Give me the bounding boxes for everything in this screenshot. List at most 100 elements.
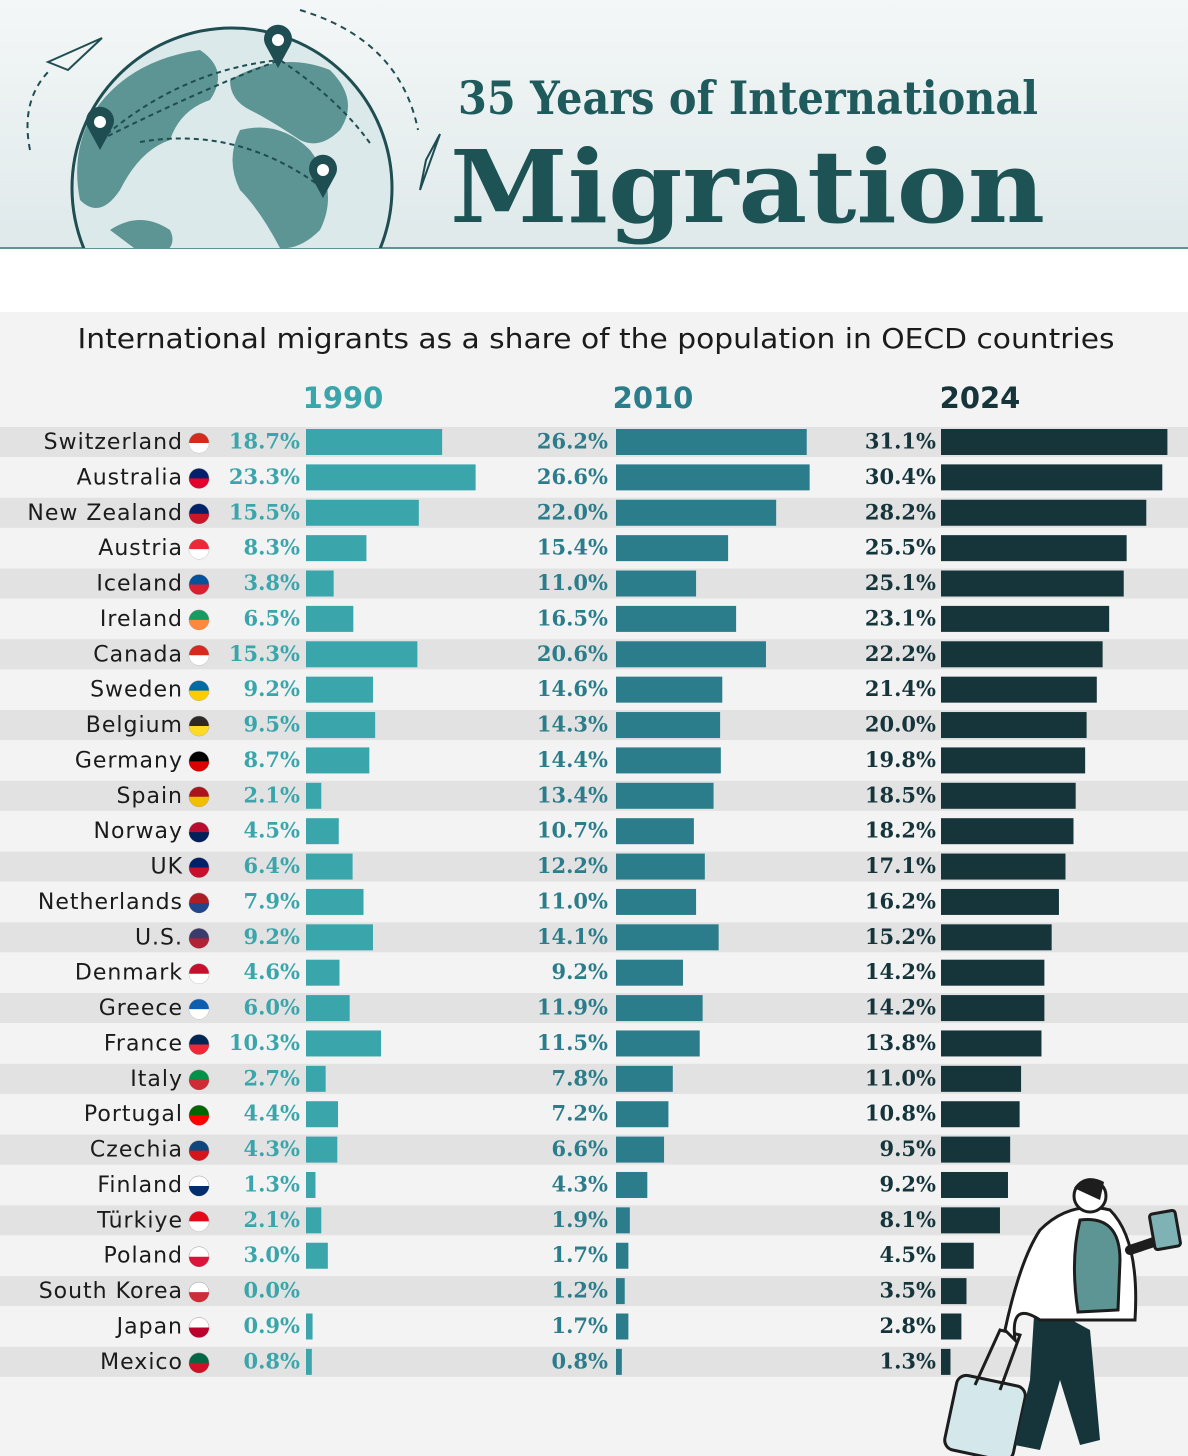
- chart-subtitle: International migrants as a share of the…: [78, 322, 1115, 355]
- flag-icon-detail: [189, 867, 209, 878]
- value-label: 31.1%: [865, 429, 936, 454]
- value-label: 7.9%: [244, 888, 301, 913]
- flag-icon-detail: [189, 796, 209, 807]
- traveler-illustration: [943, 1178, 1182, 1456]
- y-tick-label: Belgium: [86, 713, 183, 738]
- flag-icon-detail: [189, 549, 209, 560]
- flag-icon-detail: [189, 513, 209, 524]
- y-tick-label: Portugal: [84, 1102, 183, 1127]
- flag-icon-detail: [189, 619, 209, 630]
- flag-icon-detail: [189, 1292, 209, 1303]
- flag-icon-detail: [189, 1221, 209, 1232]
- y-tick-label: Poland: [104, 1244, 183, 1269]
- bar: [306, 535, 367, 562]
- bar: [306, 1348, 312, 1375]
- y-tick-label: Türkiye: [96, 1208, 183, 1233]
- y-tick-label: Switzerland: [44, 430, 183, 455]
- value-label: 30.4%: [865, 464, 936, 489]
- value-label: 11.5%: [537, 1030, 608, 1055]
- value-label: 21.4%: [865, 676, 936, 701]
- value-label: 18.2%: [865, 818, 936, 843]
- y-tick-label: Sweden: [90, 678, 183, 703]
- value-label: 2.1%: [244, 782, 301, 807]
- chart-body: 1990 2010 2024 Switzerland 18.7% 26.2% 31.1% Au…: [0, 381, 1188, 1377]
- value-label: 4.6%: [244, 959, 301, 984]
- y-tick-label: Czechia: [90, 1138, 183, 1163]
- bar: [616, 995, 703, 1022]
- value-label: 1.7%: [552, 1313, 609, 1338]
- value-label: 10.3%: [229, 1030, 300, 1055]
- flag-icon-detail: [189, 902, 209, 913]
- value-label: 1.2%: [552, 1278, 609, 1303]
- value-label: 23.3%: [229, 464, 300, 489]
- bar: [616, 1207, 630, 1234]
- value-label: 11.0%: [537, 888, 608, 913]
- bar: [306, 888, 364, 915]
- flag-icon-detail: [189, 655, 209, 666]
- value-label: 22.2%: [865, 641, 936, 666]
- value-label: 0.8%: [552, 1348, 609, 1373]
- globe-illustration: [70, 26, 394, 248]
- value-label: 3.0%: [244, 1242, 301, 1267]
- y-tick-label: Denmark: [75, 961, 183, 986]
- bar: [941, 1313, 962, 1340]
- y-tick-label: Spain: [117, 784, 183, 809]
- bar: [941, 1136, 1011, 1163]
- value-label: 2.1%: [244, 1207, 301, 1232]
- kicker: 35 Years of International: [458, 71, 1038, 125]
- value-label: 25.5%: [865, 535, 936, 560]
- y-tick-label: France: [104, 1031, 183, 1056]
- value-label: 9.5%: [880, 1136, 937, 1161]
- flag-icon-detail: [189, 726, 209, 737]
- value-label: 9.2%: [552, 959, 609, 984]
- y-tick-label: Germany: [75, 748, 183, 773]
- value-label: 1.3%: [244, 1171, 301, 1196]
- value-label: 0.8%: [244, 1348, 301, 1373]
- paper-planes: [26, 9, 441, 191]
- bar: [306, 605, 354, 632]
- bar: [306, 641, 418, 668]
- bar: [616, 570, 697, 597]
- flag-icon-detail: [189, 761, 209, 772]
- bar: [616, 429, 807, 455]
- bar: [616, 924, 719, 951]
- bar: [616, 1171, 648, 1198]
- flag-icon-detail: [189, 1079, 209, 1090]
- legend-year: 2024: [940, 381, 1021, 415]
- bar: [616, 1101, 669, 1128]
- value-label: 20.6%: [537, 641, 608, 666]
- bar: [616, 959, 683, 986]
- bar: [306, 1242, 328, 1269]
- value-label: 17.1%: [865, 853, 936, 878]
- value-label: 14.4%: [537, 747, 608, 772]
- bar: [941, 605, 1110, 632]
- bar: [306, 712, 376, 739]
- bar: [941, 1207, 1000, 1234]
- bar: [306, 924, 373, 951]
- bar: [306, 782, 322, 809]
- value-label: 1.9%: [552, 1207, 609, 1232]
- bar: [306, 429, 443, 455]
- bar: [306, 1030, 381, 1057]
- y-tick-label: Ireland: [100, 607, 183, 632]
- bar: [941, 1101, 1020, 1128]
- y-tick-label: Italy: [130, 1067, 183, 1092]
- value-label: 11.9%: [537, 995, 608, 1020]
- value-label: 6.0%: [244, 995, 301, 1020]
- value-label: 14.2%: [865, 959, 936, 984]
- value-label: 4.5%: [244, 818, 301, 843]
- bar: [941, 1348, 951, 1375]
- bar: [941, 535, 1127, 562]
- value-label: 8.7%: [244, 747, 301, 772]
- bar: [616, 535, 729, 562]
- bar: [941, 959, 1045, 986]
- value-label: 15.2%: [865, 924, 936, 949]
- bar: [941, 429, 1168, 455]
- bar: [616, 464, 810, 491]
- value-label: 11.0%: [537, 570, 608, 595]
- value-label: 13.8%: [865, 1030, 936, 1055]
- bar: [306, 1313, 313, 1340]
- bar: [306, 499, 419, 526]
- y-tick-label: Australia: [77, 465, 183, 490]
